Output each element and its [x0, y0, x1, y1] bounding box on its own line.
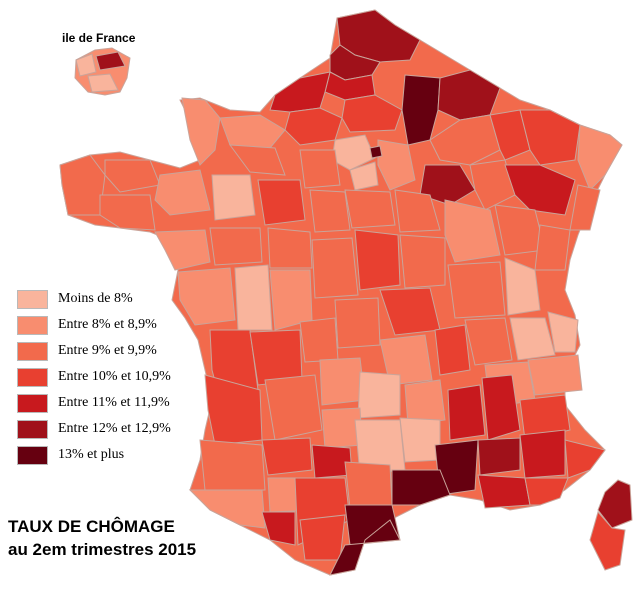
dept-correze [319, 357, 366, 406]
corsica-corse-du-sud [589, 510, 626, 571]
dept-bouches-du-rhone [477, 474, 531, 509]
dept-sarthe [257, 179, 306, 226]
dept-nievre [399, 234, 446, 289]
legend-item: Entre 10% et 10,9% [17, 364, 171, 390]
dept-doubs [534, 224, 571, 271]
dept-lozere [399, 417, 441, 463]
dept-dordogne [264, 374, 323, 441]
dept-cotes-darmor [104, 159, 161, 193]
dept-essonne [349, 161, 379, 191]
dept-jura [504, 257, 541, 316]
legend-label: Entre 11% et 11,9% [58, 395, 170, 410]
dept-ariege [299, 514, 346, 561]
dept-loir-et-cher [309, 189, 351, 233]
dept-haute-vienne [299, 317, 339, 363]
legend-label: Moins de 8% [58, 291, 133, 306]
dept-maine-et-loire [209, 227, 263, 266]
dept-landes [199, 439, 266, 491]
dept-indre-et-loire [267, 227, 313, 269]
dept-drome [481, 374, 521, 441]
map-title: TAUX DE CHÔMAGE au 2em trimestres 2015 [8, 515, 196, 561]
dept-morbihan [99, 194, 156, 231]
legend-label: Entre 10% et 10,9% [58, 369, 171, 384]
legend-item: Entre 9% et 9,9% [17, 338, 171, 364]
legend-swatch [17, 315, 48, 335]
legend-label: Entre 12% et 12,9% [58, 421, 171, 436]
legend-item: 13% et plus [17, 442, 171, 468]
dept-puy-de-dome [379, 334, 433, 386]
dept-seine-maritime [269, 71, 331, 113]
dept-ardeche [447, 384, 486, 441]
legend-label: 13% et plus [58, 447, 125, 462]
legend-label: Entre 9% et 9,9% [58, 343, 157, 358]
dept-orne [228, 144, 286, 176]
dept-cher [354, 229, 401, 291]
dept-aube [419, 164, 476, 206]
dept-hautes-alpes [519, 394, 571, 441]
idf-inset-west [75, 53, 97, 77]
legend-item: Entre 8% et 8,9% [17, 312, 171, 338]
dept-savoie [527, 354, 583, 396]
dept-meuse [489, 109, 531, 161]
legend-swatch [17, 393, 48, 413]
legend-swatch [17, 445, 48, 465]
dept-eure-et-loir [299, 149, 341, 189]
dept-hautes-pyrenees [261, 511, 296, 546]
dept-alpes-de-hte-provence [519, 429, 566, 479]
dept-haute-loire [404, 379, 446, 426]
dept-vosges [504, 164, 576, 216]
dept-haute-marne [469, 159, 516, 211]
dept-pyrenees-orientales [329, 519, 401, 576]
legend-swatch [17, 419, 48, 439]
dept-vendee [177, 267, 236, 326]
idf-inset-center [95, 51, 126, 71]
legend-item: Entre 12% et 12,9% [17, 416, 171, 442]
dept-pyrenees-atlantiques [188, 489, 266, 529]
dept-tarn [344, 461, 393, 509]
legend-item: Moins de 8% [17, 286, 171, 312]
dept-paris-spot [369, 145, 383, 159]
idf-inset-south [87, 73, 119, 93]
legend: Moins de 8% Entre 8% et 8,9% Entre 9% et… [17, 286, 171, 468]
dept-yonne [394, 189, 441, 233]
dept-ille-et-vilaine [154, 169, 211, 216]
dept-loire [434, 324, 471, 376]
dept-deux-sevres [234, 264, 273, 331]
dept-calvados [219, 114, 286, 149]
dept-gironde [204, 374, 263, 446]
legend-item: Entre 11% et 11,9% [17, 390, 171, 416]
map-title-line-2: au 2em trimestres 2015 [8, 540, 197, 559]
dept-vaucluse [477, 437, 521, 476]
dept-ardennes [437, 69, 501, 121]
legend-swatch [17, 289, 48, 309]
map-title-line-1: TAUX DE CHÔMAGE [8, 517, 175, 536]
dept-cantal [357, 371, 401, 419]
dept-mayenne [211, 174, 256, 221]
legend-label: Entre 8% et 8,9% [58, 317, 157, 332]
legend-swatch [17, 367, 48, 387]
dept-cote-dor [444, 199, 501, 263]
dept-loiret [344, 189, 396, 229]
ile-de-france-inset-label: ile de France [62, 31, 136, 45]
dept-bas-rhin [577, 124, 623, 191]
dept-seine-et-marne [377, 139, 416, 191]
dept-var [524, 477, 569, 506]
dept-haut-rhin [569, 184, 601, 231]
dept-lot-et-garonne [261, 437, 313, 476]
dept-vienne [269, 269, 313, 331]
dept-manche [181, 97, 221, 166]
dept-loire-atlantique [154, 229, 211, 271]
dept-herault [391, 469, 451, 506]
legend-swatch [17, 341, 48, 361]
dept-moselle [519, 109, 581, 166]
dept-ain [509, 317, 556, 361]
dept-alpes-maritimes [564, 439, 606, 479]
dept-creuse [334, 297, 381, 349]
dept-haute-savoie [547, 311, 579, 353]
dept-indre [311, 237, 359, 299]
dept-rhone [464, 317, 513, 366]
dept-saone-et-loire [447, 261, 506, 319]
